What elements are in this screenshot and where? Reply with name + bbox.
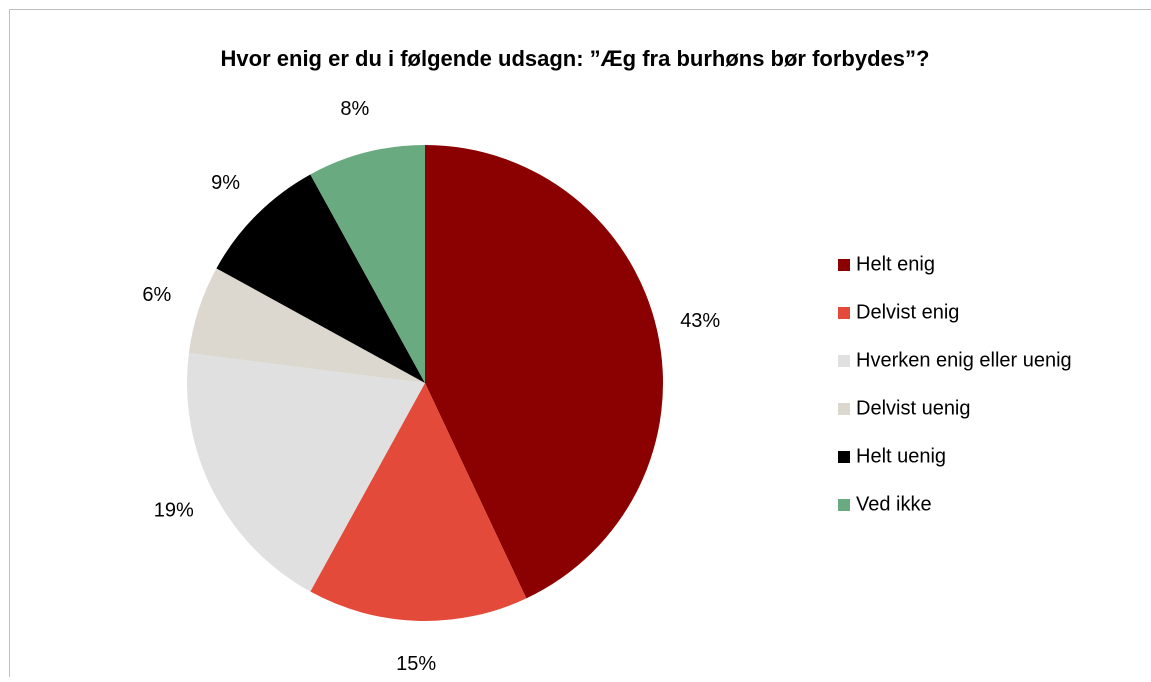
legend-swatch — [838, 307, 850, 319]
legend-swatch — [838, 403, 850, 415]
legend-label: Helt uenig — [856, 445, 946, 467]
data-label: 19% — [154, 499, 194, 521]
legend-swatch — [838, 259, 850, 271]
data-label: 9% — [211, 172, 240, 194]
data-label: 8% — [340, 98, 369, 120]
legend-label: Helt enig — [856, 253, 935, 275]
legend-label: Ved ikke — [856, 493, 932, 515]
legend-swatch — [838, 451, 850, 463]
legend-swatch — [838, 355, 850, 367]
legend-label: Delvist enig — [856, 301, 959, 323]
legend-label: Hverken enig eller uenig — [856, 349, 1072, 371]
data-label: 43% — [680, 310, 720, 332]
legend-swatch — [838, 499, 850, 511]
chart-title: Hvor enig er du i følgende udsagn: ”Æg f… — [221, 46, 930, 71]
data-label: 15% — [396, 653, 436, 675]
legend-label: Delvist uenig — [856, 397, 971, 419]
data-label: 6% — [142, 284, 171, 306]
